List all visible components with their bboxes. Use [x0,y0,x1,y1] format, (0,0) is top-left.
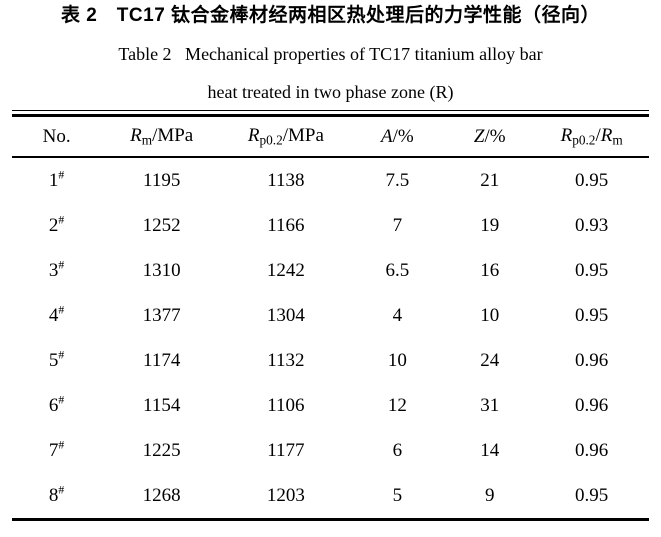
value-cell: 24 [480,349,500,371]
value-cell: 0.95 [575,169,609,191]
value-cell: 10 [387,349,407,371]
row-number-cell: 4# [48,303,65,326]
value-cell: 0.96 [575,394,609,416]
table-row: 2# 1252 1166 7 19 0.93 [12,203,649,248]
value-cell: 16 [480,259,500,281]
value-cell: 1242 [266,259,305,281]
data-table-inner-rule: No. Rm/MPa Rp0.2/MPa A/% Z/% Rp0.2/Rm 1# 1195 1… [12,114,649,521]
value-cell: 1304 [266,304,305,326]
value-cell: 1154 [143,394,181,416]
table-caption-chinese: 表 2 TC17 钛合金棒材经两相区热处理后的力学性能（径向） [60,5,601,26]
value-cell: 1166 [267,214,305,236]
hash-superscript: # [58,393,65,407]
table-caption-english-line2: heat treated in two phase zone (R) [207,82,454,102]
value-cell: 0.95 [575,484,609,506]
value-cell: 6.5 [385,259,410,281]
value-cell: 31 [480,394,500,416]
table-row: 3# 1310 1242 6.5 16 0.95 [12,248,649,293]
paper-page: 表 2 TC17 钛合金棒材经两相区热处理后的力学性能（径向） Table 2 … [0,4,661,521]
mechanical-properties-table: No. Rm/MPa Rp0.2/MPa A/% Z/% Rp0.2/Rm 1# 1195 1… [12,117,649,518]
row-number-cell: 3# [48,258,65,281]
value-cell: 1138 [267,169,305,191]
column-header-rm-mpa: Rm/MPa [101,117,223,158]
value-cell: 7 [392,214,403,236]
row-number-cell: 2# [48,213,65,236]
column-header-a-pct: A/% [349,117,446,158]
value-cell: 21 [480,169,500,191]
value-cell: 1310 [142,259,181,281]
value-cell: 1225 [142,439,181,461]
value-cell: 5 [392,484,403,506]
hash-superscript: # [58,303,65,317]
table-body: 1# 1195 1138 7.5 21 0.95 2# 1252 1166 7 19 0.93 3# 13… [12,157,649,518]
value-cell: 1252 [142,214,181,236]
value-cell: 14 [480,439,500,461]
hash-superscript: # [58,213,65,227]
column-header-no: No. [12,117,102,158]
value-cell: 1177 [267,439,305,461]
value-cell: 1203 [266,484,305,506]
value-cell: 1174 [143,349,181,371]
value-cell: 10 [480,304,500,326]
value-cell: 1132 [267,349,305,371]
value-cell: 0.96 [575,349,609,371]
value-cell: 9 [484,484,495,506]
value-cell: 1106 [267,394,305,416]
row-number-cell: 1# [48,168,65,191]
table-row: 7# 1225 1177 6 14 0.96 [12,428,649,473]
hash-superscript: # [58,438,65,452]
table-header: No. Rm/MPa Rp0.2/MPa A/% Z/% Rp0.2/Rm [12,117,649,158]
hash-superscript: # [58,168,65,182]
column-header-z-pct: Z/% [445,117,535,158]
value-cell: 1268 [142,484,181,506]
hash-superscript: # [58,348,65,362]
value-cell: 0.95 [575,259,609,281]
value-cell: 1377 [142,304,181,326]
value-cell: 19 [480,214,500,236]
table-caption-english-line1: Table 2 Mechanical properties of TC17 ti… [118,44,543,64]
value-cell: 0.96 [575,439,609,461]
table-row: 8# 1268 1203 5 9 0.95 [12,473,649,518]
value-cell: 6 [392,439,403,461]
value-cell: 1195 [143,169,181,191]
table-header-row: No. Rm/MPa Rp0.2/MPa A/% Z/% Rp0.2/Rm [12,117,649,158]
value-cell: 0.93 [575,214,609,236]
table-row: 1# 1195 1138 7.5 21 0.95 [12,157,649,203]
row-number-cell: 6# [48,393,65,416]
value-cell: 12 [387,394,407,416]
data-table-outer-rule: No. Rm/MPa Rp0.2/MPa A/% Z/% Rp0.2/Rm 1# 1195 1… [12,110,649,521]
hash-superscript: # [58,258,65,272]
row-number-cell: 7# [48,438,65,461]
row-number-cell: 8# [48,483,65,506]
value-cell: 0.95 [575,304,609,326]
value-cell: 7.5 [385,169,410,191]
table-row: 5# 1174 1132 10 24 0.96 [12,338,649,383]
column-header-rp02-mpa: Rp0.2/MPa [222,117,350,158]
value-cell: 4 [392,304,403,326]
table-row: 4# 1377 1304 4 10 0.95 [12,293,649,338]
row-number-cell: 5# [48,348,65,371]
column-header-rp02-over-rm: Rp0.2/Rm [534,117,649,158]
table-row: 6# 1154 1106 12 31 0.96 [12,383,649,428]
hash-superscript: # [58,483,65,497]
